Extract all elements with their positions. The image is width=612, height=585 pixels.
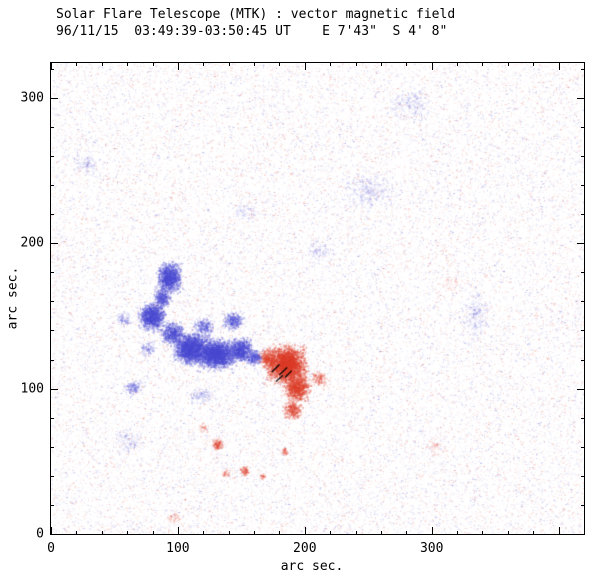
tick-mark bbox=[577, 98, 584, 99]
tick-mark bbox=[254, 531, 255, 534]
tick-mark bbox=[127, 531, 128, 534]
tick-mark bbox=[330, 63, 331, 66]
tick-mark bbox=[51, 418, 54, 419]
tick-mark bbox=[581, 185, 584, 186]
tick-mark bbox=[356, 531, 357, 534]
tick-mark bbox=[581, 272, 584, 273]
tick-mark bbox=[229, 63, 230, 66]
tick-mark bbox=[51, 98, 58, 99]
tick-mark bbox=[229, 531, 230, 534]
tick-mark bbox=[356, 63, 357, 66]
tick-mark bbox=[279, 531, 280, 534]
tick-mark bbox=[482, 531, 483, 534]
tick-mark bbox=[581, 214, 584, 215]
y-axis-label: arc sec. bbox=[5, 266, 21, 330]
tick-mark bbox=[581, 360, 584, 361]
tick-mark bbox=[51, 476, 54, 477]
tick-mark bbox=[581, 447, 584, 448]
tick-mark bbox=[577, 243, 584, 244]
tick-mark bbox=[406, 63, 407, 66]
tick-mark bbox=[330, 531, 331, 534]
tick-mark bbox=[279, 63, 280, 66]
tick-mark bbox=[559, 527, 560, 534]
tick-mark bbox=[508, 531, 509, 534]
tick-mark bbox=[533, 63, 534, 66]
tick-mark bbox=[457, 531, 458, 534]
tick-mark bbox=[577, 534, 584, 535]
tick-mark bbox=[203, 531, 204, 534]
tick-mark bbox=[51, 301, 54, 302]
tick-mark bbox=[508, 63, 509, 66]
figure-title: Solar Flare Telescope (MTK) : vector mag… bbox=[56, 7, 456, 22]
tick-mark bbox=[51, 272, 54, 273]
tick-mark bbox=[533, 531, 534, 534]
x-axis-label: arc sec. bbox=[280, 559, 344, 574]
tick-mark bbox=[51, 185, 54, 186]
tick-mark bbox=[51, 69, 54, 70]
tick-mark bbox=[581, 476, 584, 477]
tick-mark bbox=[51, 505, 54, 506]
x-tick-label: 200 bbox=[293, 541, 317, 556]
figure-subtitle: 96/11/15 03:49:39-03:50:45 UT E 7'43" S … bbox=[56, 24, 448, 39]
tick-mark bbox=[127, 63, 128, 66]
y-tick-label: 100 bbox=[20, 381, 44, 397]
tick-mark bbox=[51, 447, 54, 448]
magnetogram-canvas bbox=[51, 63, 584, 534]
tick-mark bbox=[305, 63, 306, 70]
tick-mark bbox=[381, 531, 382, 534]
y-tick-label: 0 bbox=[36, 526, 44, 542]
tick-mark bbox=[51, 127, 54, 128]
tick-mark bbox=[432, 63, 433, 70]
tick-mark bbox=[581, 505, 584, 506]
tick-mark bbox=[102, 63, 103, 66]
tick-mark bbox=[581, 69, 584, 70]
tick-mark bbox=[254, 63, 255, 66]
tick-mark bbox=[51, 243, 58, 244]
tick-mark bbox=[406, 531, 407, 534]
tick-mark bbox=[457, 63, 458, 66]
tick-mark bbox=[51, 534, 58, 535]
x-tick-label: 100 bbox=[166, 541, 190, 556]
tick-mark bbox=[581, 301, 584, 302]
tick-mark bbox=[581, 418, 584, 419]
tick-mark bbox=[581, 156, 584, 157]
tick-mark bbox=[102, 531, 103, 534]
tick-mark bbox=[178, 63, 179, 70]
tick-mark bbox=[584, 63, 585, 66]
tick-mark bbox=[51, 527, 52, 534]
tick-mark bbox=[51, 330, 54, 331]
tick-mark bbox=[581, 330, 584, 331]
tick-mark bbox=[153, 63, 154, 66]
tick-mark bbox=[51, 389, 58, 390]
plot-frame bbox=[50, 62, 585, 535]
tick-mark bbox=[559, 63, 560, 70]
tick-mark bbox=[178, 527, 179, 534]
y-tick-label: 300 bbox=[20, 90, 44, 106]
tick-mark bbox=[305, 527, 306, 534]
x-tick-label: 300 bbox=[419, 541, 444, 556]
tick-mark bbox=[584, 531, 585, 534]
y-tick-label: 200 bbox=[20, 235, 44, 251]
tick-mark bbox=[51, 63, 52, 70]
tick-mark bbox=[581, 127, 584, 128]
tick-mark bbox=[432, 527, 433, 534]
tick-mark bbox=[153, 531, 154, 534]
tick-mark bbox=[577, 389, 584, 390]
tick-mark bbox=[76, 531, 77, 534]
tick-mark bbox=[51, 214, 54, 215]
tick-mark bbox=[203, 63, 204, 66]
x-tick-label: 0 bbox=[47, 541, 55, 556]
tick-mark bbox=[51, 156, 54, 157]
tick-mark bbox=[76, 63, 77, 66]
tick-mark bbox=[51, 360, 54, 361]
tick-mark bbox=[381, 63, 382, 66]
tick-mark bbox=[482, 63, 483, 66]
